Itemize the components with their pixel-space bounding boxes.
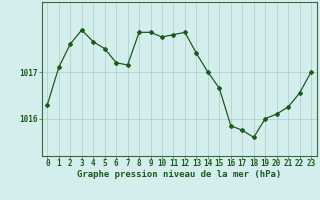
X-axis label: Graphe pression niveau de la mer (hPa): Graphe pression niveau de la mer (hPa): [77, 170, 281, 179]
